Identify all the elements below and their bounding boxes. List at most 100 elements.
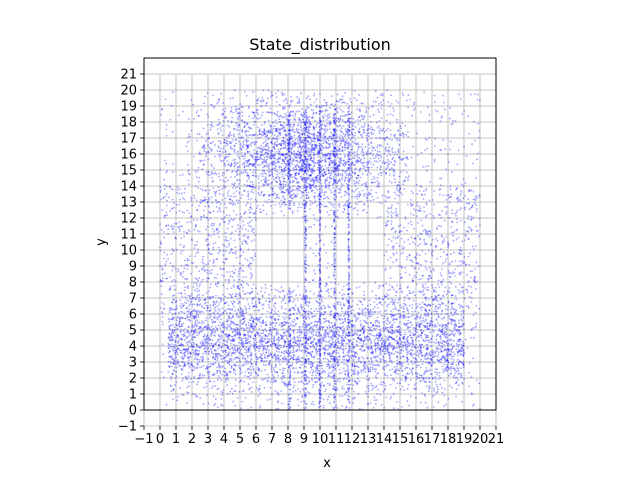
data-point (194, 303, 196, 305)
data-point (289, 364, 291, 366)
data-point (248, 336, 250, 338)
data-point (377, 217, 379, 219)
data-point (382, 355, 384, 357)
data-point (163, 303, 165, 305)
data-point (262, 346, 264, 348)
data-point (195, 328, 197, 330)
data-point (229, 215, 231, 217)
data-point (444, 291, 446, 293)
data-point (175, 381, 177, 383)
data-point (458, 362, 460, 364)
data-point (272, 322, 274, 324)
data-point (378, 321, 380, 323)
data-point (283, 339, 285, 341)
data-point (213, 265, 215, 267)
data-point (294, 115, 296, 117)
data-point (190, 378, 192, 380)
data-point (213, 312, 215, 314)
data-point (171, 105, 173, 107)
data-point (217, 101, 219, 103)
data-point (277, 342, 279, 344)
data-point (416, 364, 418, 366)
data-point (284, 356, 286, 358)
data-point (418, 311, 420, 313)
data-point (246, 162, 248, 164)
data-point (410, 322, 412, 324)
data-point (277, 319, 279, 321)
data-point (297, 307, 299, 309)
data-point (231, 388, 233, 390)
data-point (234, 370, 236, 372)
data-point (326, 267, 328, 269)
data-point (343, 286, 345, 288)
data-point (231, 353, 233, 355)
data-point (164, 184, 166, 186)
data-point (218, 375, 220, 377)
data-point (268, 294, 270, 296)
data-point (444, 380, 446, 382)
data-point (170, 286, 172, 288)
data-point (267, 345, 269, 347)
data-point (265, 364, 267, 366)
data-point (425, 283, 427, 285)
data-point (261, 358, 263, 360)
data-point (249, 293, 251, 295)
data-point (203, 164, 205, 166)
data-point (388, 294, 390, 296)
data-point (434, 372, 436, 374)
data-point (247, 173, 249, 175)
data-point (443, 102, 445, 104)
data-point (341, 311, 343, 313)
data-point (239, 103, 241, 105)
data-point (447, 247, 449, 249)
data-point (248, 383, 250, 385)
data-point (401, 365, 403, 367)
data-point (212, 339, 214, 341)
data-point (435, 291, 437, 293)
data-point (441, 310, 443, 312)
data-point (269, 307, 271, 309)
data-point (437, 240, 439, 242)
data-point (341, 294, 343, 296)
data-point (354, 369, 356, 371)
data-point (405, 345, 407, 347)
data-point (241, 353, 243, 355)
data-point (350, 306, 352, 308)
data-point (396, 383, 398, 385)
data-point (468, 372, 470, 374)
data-point (209, 380, 211, 382)
data-point (242, 318, 244, 320)
data-point (368, 346, 370, 348)
data-point (233, 344, 235, 346)
data-point (217, 356, 219, 358)
data-point (230, 295, 232, 297)
data-point (281, 382, 283, 384)
data-point (193, 316, 195, 318)
data-point (453, 309, 455, 311)
data-point (415, 323, 417, 325)
data-point (416, 331, 418, 333)
data-point (367, 347, 369, 349)
data-point (246, 342, 248, 344)
data-point (187, 142, 189, 144)
data-point (299, 337, 301, 339)
data-point (238, 352, 240, 354)
data-point (230, 343, 232, 345)
data-point (460, 361, 462, 363)
data-point (463, 178, 465, 180)
data-point (359, 108, 361, 110)
data-point (276, 333, 278, 335)
data-point (396, 331, 398, 333)
data-point (226, 384, 228, 386)
data-point (359, 286, 361, 288)
data-point (438, 351, 440, 353)
data-point (315, 375, 317, 377)
data-point (188, 362, 190, 364)
data-point (449, 349, 451, 351)
data-point (188, 313, 190, 315)
data-point (433, 388, 435, 390)
data-point (285, 302, 287, 304)
data-point (188, 375, 190, 377)
data-point (398, 331, 400, 333)
